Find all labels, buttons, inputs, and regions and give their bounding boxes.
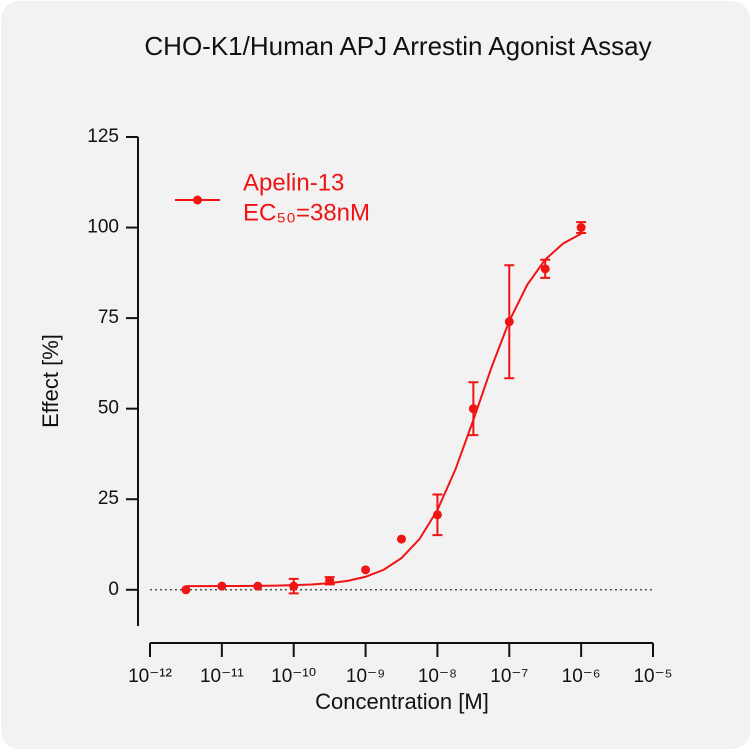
data-point [468, 404, 478, 414]
data-point [576, 223, 586, 233]
data-point [325, 576, 335, 586]
data-point [289, 581, 299, 591]
x-axis-label: Concentration [M] [315, 689, 489, 714]
data-point [361, 565, 371, 575]
x-tick-label: 10⁻⁸ [418, 666, 457, 687]
x-tick-label: 10⁻⁵ [633, 666, 672, 687]
fit-curve [185, 232, 582, 588]
y-tick-label: 100 [87, 217, 119, 238]
y-tick-label: 50 [98, 398, 119, 419]
data-point [540, 264, 550, 274]
x-tick-label: 10⁻¹⁰ [271, 666, 316, 687]
y-tick-label: 125 [87, 126, 119, 147]
y-tick-label: 75 [98, 307, 119, 328]
y-tick-label: 0 [108, 579, 119, 600]
x-tick-label: 10⁻⁹ [346, 666, 385, 687]
y-axis-label: Effect [%] [38, 334, 63, 428]
x-tick-label: 10⁻¹² [128, 666, 172, 687]
data-point [217, 581, 227, 591]
chart-title: CHO-K1/Human APJ Arrestin Agonist Assay [144, 31, 651, 61]
legend-marker [193, 195, 202, 205]
legend-label: Apelin-13 [243, 169, 344, 196]
x-tick-label: 10⁻¹¹ [200, 666, 244, 687]
data-point [504, 317, 514, 327]
y-tick-label: 25 [98, 488, 119, 509]
annotation: EC₅₀=38nM [243, 199, 370, 226]
x-tick-label: 10⁻⁷ [490, 666, 528, 687]
data-point [181, 585, 191, 595]
data-point [432, 510, 442, 520]
x-tick-label: 10⁻⁶ [562, 666, 601, 687]
data-point [396, 534, 406, 544]
data-point [253, 581, 263, 591]
